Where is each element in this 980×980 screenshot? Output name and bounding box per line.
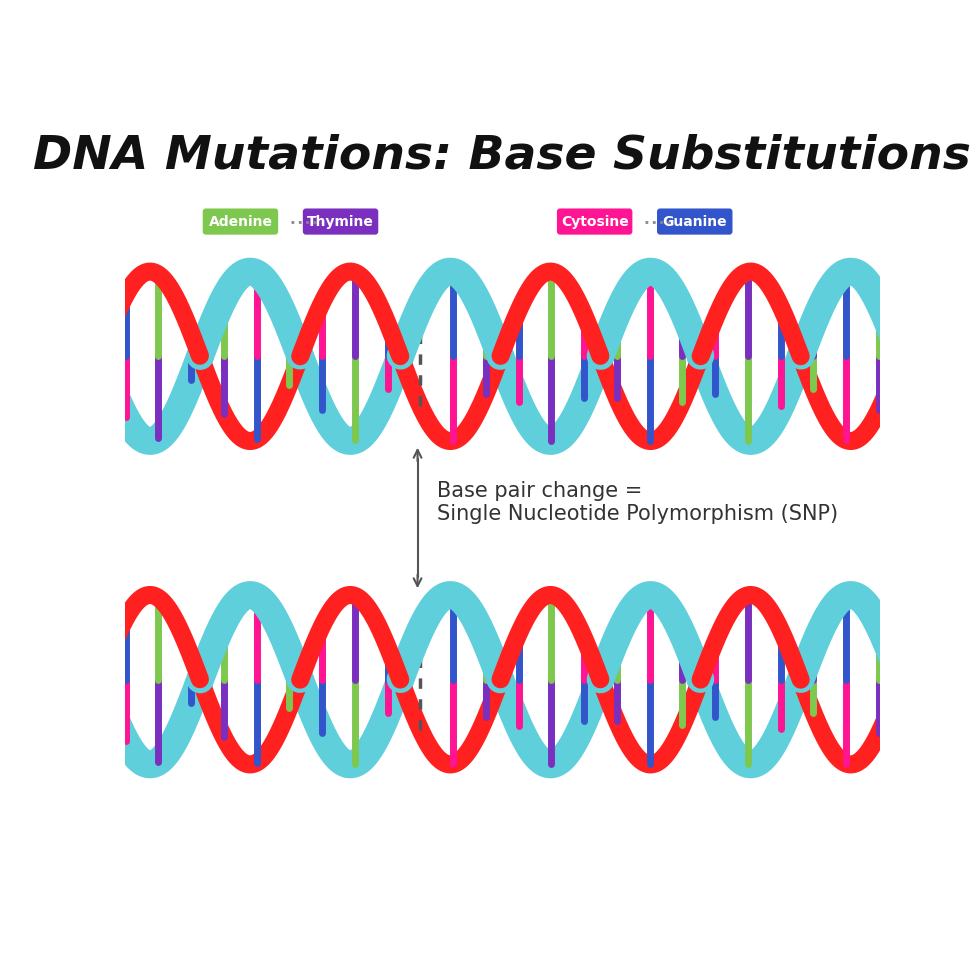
Text: DNA Mutations: Base Substitutions: DNA Mutations: Base Substitutions [33, 133, 971, 178]
Text: Guanine: Guanine [662, 215, 727, 228]
FancyBboxPatch shape [557, 209, 632, 234]
Text: Thymine: Thymine [307, 215, 374, 228]
FancyBboxPatch shape [303, 209, 378, 234]
FancyBboxPatch shape [203, 209, 278, 234]
Text: Adenine: Adenine [209, 215, 272, 228]
Text: Base pair change =
Single Nucleotide Polymorphism (SNP): Base pair change = Single Nucleotide Pol… [437, 481, 838, 524]
FancyBboxPatch shape [657, 209, 732, 234]
Text: Cytosine: Cytosine [561, 215, 628, 228]
